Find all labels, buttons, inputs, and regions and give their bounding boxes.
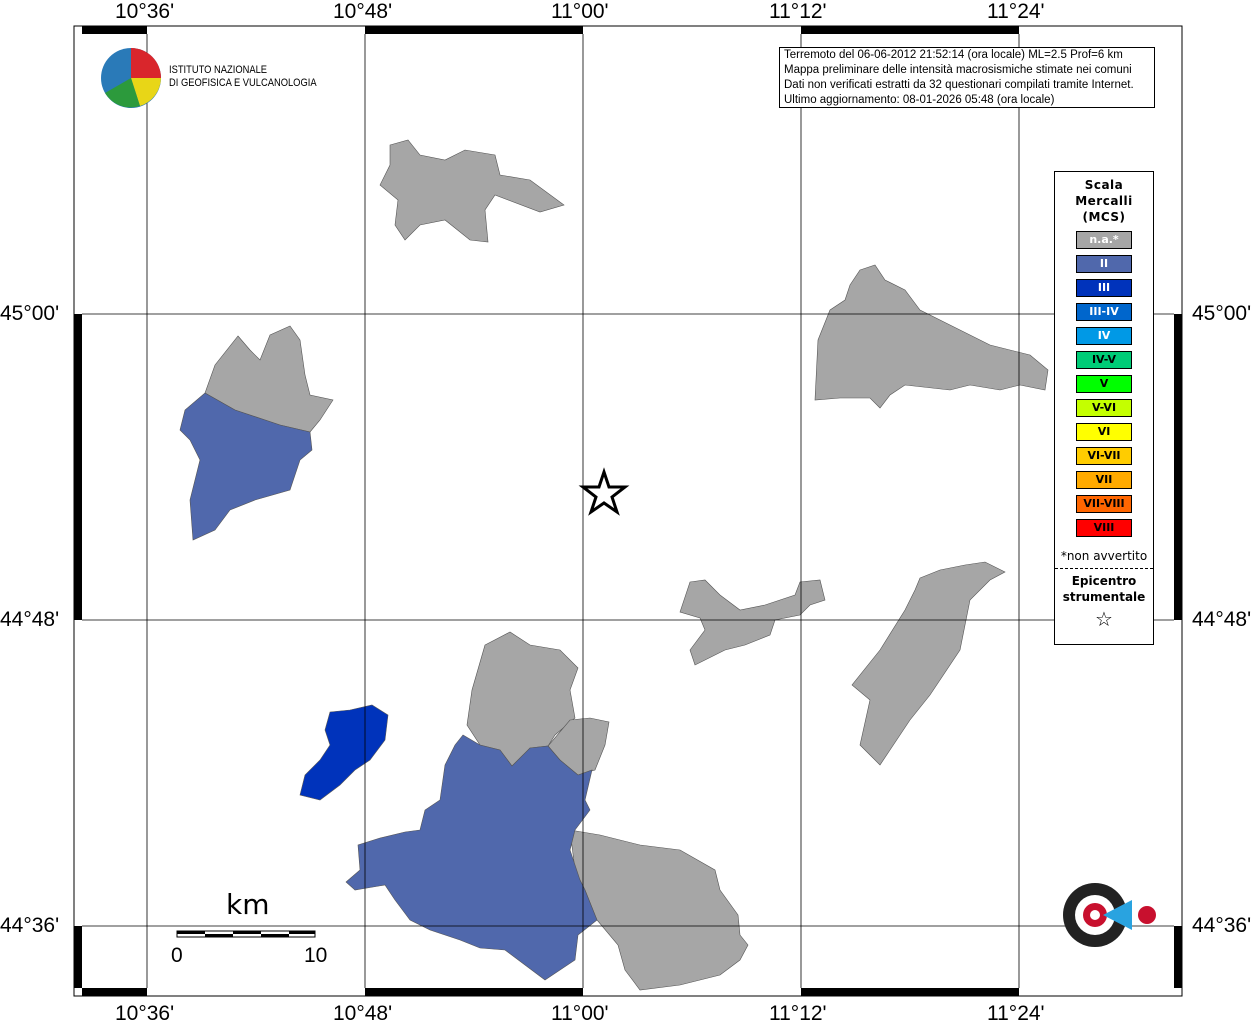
epicenter-legend-label: Epicentro strumentale — [1055, 573, 1153, 605]
lon-label-top: 11°12' — [769, 0, 827, 23]
legend-swatch: VII — [1076, 471, 1132, 489]
legend-note: *non avvertito — [1060, 549, 1148, 563]
municipality-na — [814, 264, 1049, 409]
info-line: Terremoto del 06-06-2012 21:52:14 (ora l… — [784, 49, 1123, 61]
legend-swatch: IV — [1076, 327, 1132, 345]
lon-label-bottom: 10°48' — [333, 1002, 393, 1025]
info-line: Dati non verificati estratti da 32 quest… — [784, 79, 1134, 91]
lon-label-bottom: 11°12' — [769, 1002, 827, 1025]
scale-start: 0 — [171, 944, 183, 967]
lon-label-bottom: 10°36' — [115, 1002, 175, 1025]
lat-label-right: 44°48' — [1192, 608, 1252, 631]
municipality-ii — [179, 392, 313, 541]
logo-line: DI GEOFISICA E VULCANOLOGIA — [169, 77, 317, 89]
legend-swatch: V — [1076, 375, 1132, 393]
ingv-logo-icon — [101, 48, 161, 108]
legend-title-line: Scala — [1084, 178, 1124, 192]
ingv-logo-text: ISTITUTO NAZIONALE DI GEOFISICA E VULCANO… — [169, 64, 317, 90]
scale-unit: km — [226, 888, 270, 921]
epicenter-label-line: Epicentro — [1071, 574, 1137, 588]
municipality-na — [679, 579, 826, 666]
lat-label-left: 44°48' — [0, 608, 60, 631]
municipality-na — [379, 139, 565, 243]
lat-label-left: 45°00' — [0, 302, 60, 325]
municipality-iii — [299, 704, 389, 801]
legend-swatch: VII-VIII — [1076, 495, 1132, 513]
epicenter-label-line: strumentale — [1062, 590, 1146, 604]
legend-swatch: VI — [1076, 423, 1132, 441]
lon-label-top: 11°00' — [551, 0, 609, 23]
municipality-na — [851, 561, 1006, 766]
legend-swatch: n.a.* — [1076, 231, 1132, 249]
info-line: Ultimo aggiornamento: 08-01-2026 05:48 (… — [784, 94, 1055, 106]
legend-swatch: III — [1076, 279, 1132, 297]
epicenter-star-icon — [578, 467, 630, 516]
logo-line: ISTITUTO NAZIONALE — [169, 64, 268, 76]
lon-label-bottom: 11°00' — [551, 1002, 609, 1025]
lat-label-right: 45°00' — [1192, 302, 1252, 325]
lon-label-top: 11°24' — [987, 0, 1045, 23]
haisentito-logo-icon — [1063, 883, 1156, 947]
legend-divider — [1055, 568, 1153, 569]
legend-title-line: (MCS) — [1082, 210, 1126, 224]
legend-swatch: IV-V — [1076, 351, 1132, 369]
lat-label-right: 44°36' — [1192, 914, 1252, 937]
event-info-box: Terremoto del 06-06-2012 21:52:14 (ora l… — [779, 47, 1155, 108]
scale-end: 10 — [304, 944, 328, 967]
scale-bar — [176, 930, 316, 938]
legend-title: Scala Mercalli (MCS) — [1055, 177, 1153, 225]
municipality-ii — [345, 734, 598, 981]
frame-border — [74, 26, 1182, 996]
lat-label-left: 44°36' — [0, 914, 60, 937]
legend-swatch: II — [1076, 255, 1132, 273]
legend-swatch: III-IV — [1076, 303, 1132, 321]
municipality-polygons — [179, 139, 1049, 991]
lon-label-bottom: 11°24' — [987, 1002, 1045, 1025]
epicenter-star-icon: ☆ — [1095, 607, 1113, 631]
grid-lines — [82, 34, 1174, 988]
info-line: Mappa preliminare delle intensità macros… — [784, 64, 1132, 76]
intensity-legend: Scala Mercalli (MCS) n.a.* II III III-IV IV IV-… — [1054, 171, 1154, 645]
lon-label-top: 10°48' — [333, 0, 393, 23]
legend-title-line: Mercalli — [1075, 194, 1133, 208]
municipality-na — [466, 631, 579, 767]
legend-swatch: V-VI — [1076, 399, 1132, 417]
lon-label-top: 10°36' — [115, 0, 175, 23]
legend-swatch: VIII — [1076, 519, 1132, 537]
legend-swatch: VI-VII — [1076, 447, 1132, 465]
